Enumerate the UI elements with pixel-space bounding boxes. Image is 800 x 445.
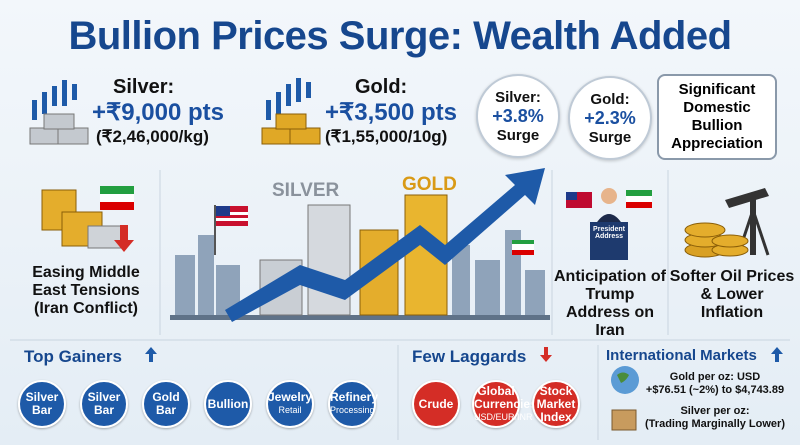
gold-bars [261,113,321,145]
item-name: Silver Bar [87,390,121,417]
podium-text: President Address [593,226,625,240]
surge-text: Surge [588,128,632,146]
section-title: International Markets [606,347,757,364]
surge-label: Silver: [495,88,541,106]
gold-change: +₹3,500 pts [325,99,458,126]
item-circle: Silver Bar [18,380,66,428]
item-circle: Silver Bar [80,380,128,428]
silver-price: (₹2,46,000/kg) [96,127,209,146]
silver-label: Silver: [113,76,175,98]
item-name: Jewelry [268,390,313,404]
item-circle: Stock Market Index [532,380,580,428]
surge-label: Gold: [590,90,630,108]
item-name: Refinery [330,390,379,404]
item-detail: USD/EUR/INR [474,411,533,422]
surge-value: +2.3% [584,107,636,128]
intl-label: Silver per oz: [680,405,750,417]
oil-coins [684,188,770,258]
silver-intl: Silver per oz: (Trading Marginally Lower) [640,405,790,431]
section-title: Top Gainers [24,347,122,366]
highlight: Significant Domestic Bullion Appreciatio… [657,74,777,160]
intl-label: Gold per oz: USD [669,371,761,383]
item-name: Gold Bar [152,390,180,417]
item-name: Crude [418,396,454,411]
gold-candles [266,78,311,120]
intl-detail: (Trading Marginally Lower) [645,418,785,430]
intl-detail: +$76.51 (~2%) to $4,743.89 [645,384,785,396]
bullion-flag [41,186,134,252]
item-detail: Processing [330,405,375,415]
panels [10,170,790,440]
gold-surge: Gold: +2.3% Surge [568,76,652,160]
item-circle: Bullion [204,380,252,428]
item-detail: Retail [278,405,302,415]
item-circle: Crude [412,380,460,428]
driver: Anticipation of Trump Address on Iran [554,268,666,339]
gold-price: (₹1,55,000/10g) [325,127,448,146]
gold-intl: Gold per oz: USD +$76.51 (~2%) to $4,743.… [640,371,790,397]
silver-bars [29,113,89,145]
silver-change: +₹9,000 pts [92,99,225,126]
item-name: Stock Market Index [536,383,576,424]
skyline [170,230,550,320]
podium [512,188,652,260]
us-flag [214,205,248,255]
item-circle: Gold Bar [142,380,190,428]
driver: Softer Oil Prices & Lower Inflation [669,268,795,321]
silver-surge: Silver: +3.8% Surge [476,74,560,158]
surge-text: Surge [496,126,540,144]
globe-box [611,366,639,431]
silver-tag: SILVER [272,180,340,201]
gold-label: Gold: [355,76,408,98]
item-circle: Global Currencies USD/EUR/INR [472,380,537,428]
item-circle: Jewelry Retail [266,380,314,428]
item-name: Global Currencies [474,383,537,411]
gold-tag: GOLD [402,174,457,195]
section-arrows [145,347,783,362]
item-name: Bullion [207,396,249,411]
title: Bullion Prices Surge: Wealth Added [68,14,732,58]
item-circle: Refinery Processing [328,380,379,428]
section-title: Few Laggards [412,347,527,366]
growth-arrow [225,168,545,322]
surge-value: +3.8% [492,105,544,126]
bars-3d [259,194,448,316]
item-name: Silver Bar [25,390,59,417]
driver: Easing Middle East Tensions (Iran Confli… [32,264,140,317]
silver-candles [32,80,77,120]
